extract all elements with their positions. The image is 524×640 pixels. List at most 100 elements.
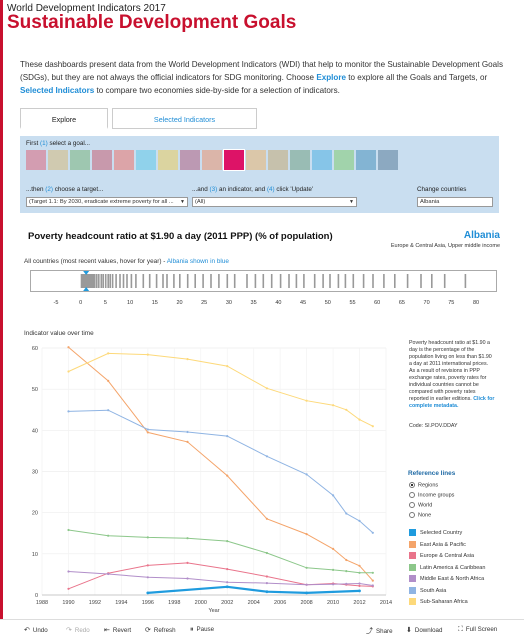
legend-item[interactable]: Selected Country xyxy=(409,529,462,536)
strip-country-mark[interactable] xyxy=(155,274,158,288)
goal-icon-6[interactable] xyxy=(136,150,156,170)
strip-country-mark[interactable] xyxy=(119,274,121,288)
download-button[interactable]: ⬇ Download xyxy=(406,627,443,634)
tab-selected-indicators[interactable]: Selected Indicators xyxy=(112,108,257,129)
country-dropdown[interactable]: Albania xyxy=(417,197,493,207)
strip-country-mark[interactable] xyxy=(162,274,164,288)
series-point[interactable] xyxy=(371,531,374,534)
series-point[interactable] xyxy=(305,533,308,536)
series-point[interactable] xyxy=(265,517,268,520)
series-point[interactable] xyxy=(358,418,361,421)
series-line[interactable] xyxy=(68,529,373,574)
strip-country-mark[interactable] xyxy=(329,274,331,288)
goal-icon-3[interactable] xyxy=(70,150,90,170)
country-distribution-strip[interactable] xyxy=(30,270,497,292)
strip-country-mark[interactable] xyxy=(431,274,433,288)
undo-button[interactable]: ↶ Undo xyxy=(24,627,48,634)
strip-country-mark[interactable] xyxy=(126,274,128,288)
legend-item[interactable]: Sub-Saharan Africa xyxy=(409,598,468,605)
series-point[interactable] xyxy=(186,537,189,540)
strip-country-mark[interactable] xyxy=(246,274,248,288)
goal-icon-11[interactable] xyxy=(246,150,266,170)
series-point[interactable] xyxy=(305,566,308,569)
strip-country-mark[interactable] xyxy=(337,274,340,288)
strip-country-mark[interactable] xyxy=(173,274,175,288)
strip-country-mark[interactable] xyxy=(394,274,396,288)
series-point[interactable] xyxy=(146,431,149,434)
series-point[interactable] xyxy=(265,551,268,555)
strip-country-mark[interactable] xyxy=(322,274,324,288)
strip-country-mark[interactable] xyxy=(111,274,114,288)
series-point[interactable] xyxy=(107,352,110,355)
series-point[interactable] xyxy=(358,564,361,567)
series-point[interactable] xyxy=(146,536,149,539)
series-point[interactable] xyxy=(371,584,374,587)
series-point[interactable] xyxy=(226,581,229,584)
goal-icon-5[interactable] xyxy=(114,150,134,170)
goal-icon-12[interactable] xyxy=(268,150,288,170)
series-point[interactable] xyxy=(345,408,348,411)
series-point[interactable] xyxy=(146,353,149,356)
series-point[interactable] xyxy=(371,579,374,582)
strip-country-mark[interactable] xyxy=(262,274,265,288)
fullscreen-button[interactable]: ⛶ Full Screen xyxy=(458,626,498,633)
strip-country-mark[interactable] xyxy=(254,274,257,288)
goal-icon-2[interactable] xyxy=(48,150,68,170)
goal-icon-9[interactable] xyxy=(202,150,222,170)
goal-icon-13[interactable] xyxy=(290,150,310,170)
legend-item[interactable]: East Asia & Pacific xyxy=(409,540,466,548)
strip-country-mark[interactable] xyxy=(166,274,168,288)
strip-country-mark[interactable] xyxy=(194,274,196,288)
series-point[interactable] xyxy=(146,591,150,595)
strip-country-mark[interactable] xyxy=(179,274,181,288)
legend-item[interactable]: Latin America & Caribbean xyxy=(409,563,485,571)
series-point[interactable] xyxy=(107,379,110,382)
strip-country-mark[interactable] xyxy=(186,274,189,288)
strip-country-mark[interactable] xyxy=(202,274,204,288)
legend-item[interactable]: Europe & Central Asia xyxy=(409,552,474,559)
series-point[interactable] xyxy=(345,558,348,562)
series-point[interactable] xyxy=(358,584,361,587)
series-point[interactable] xyxy=(67,570,70,573)
goal-icon-14[interactable] xyxy=(312,150,332,170)
series-point[interactable] xyxy=(332,568,335,571)
series-point[interactable] xyxy=(186,577,189,580)
goal-icon-7[interactable] xyxy=(158,150,178,170)
series-point[interactable] xyxy=(332,494,335,497)
strip-country-mark[interactable] xyxy=(102,274,104,288)
series-point[interactable] xyxy=(67,528,70,532)
series-point[interactable] xyxy=(371,571,374,574)
series-point[interactable] xyxy=(146,576,149,579)
strip-country-mark[interactable] xyxy=(420,274,422,288)
series-point[interactable] xyxy=(107,534,110,537)
strip-country-mark[interactable] xyxy=(107,274,109,288)
series-point[interactable] xyxy=(265,387,268,390)
series-line[interactable] xyxy=(68,346,374,581)
strip-country-mark[interactable] xyxy=(142,274,145,288)
reference-option-income-groups[interactable]: Income groups xyxy=(409,492,454,498)
series-point[interactable] xyxy=(226,365,229,368)
strip-country-mark[interactable] xyxy=(226,274,229,288)
series-point[interactable] xyxy=(345,582,348,585)
strip-country-mark[interactable] xyxy=(135,274,137,288)
strip-country-mark[interactable] xyxy=(115,274,117,288)
series-point[interactable] xyxy=(107,409,110,412)
series-point[interactable] xyxy=(358,589,361,593)
series-point[interactable] xyxy=(345,570,348,573)
series-line[interactable] xyxy=(68,562,373,590)
series-point[interactable] xyxy=(305,473,308,476)
tab-explore[interactable]: Explore xyxy=(20,108,108,129)
series-point[interactable] xyxy=(67,587,70,590)
strip-country-mark[interactable] xyxy=(383,274,385,288)
legend-item[interactable]: Middle East & North Africa xyxy=(409,575,484,582)
goal-icon-10[interactable] xyxy=(223,149,245,171)
strip-country-mark[interactable] xyxy=(270,274,273,288)
strip-country-mark[interactable] xyxy=(210,274,212,288)
series-point[interactable] xyxy=(186,561,189,564)
goal-icon-15[interactable] xyxy=(334,150,354,170)
series-point[interactable] xyxy=(226,474,229,477)
revert-button[interactable]: ⇤ Revert xyxy=(104,627,132,634)
pause-button[interactable]: ⏸ Pause xyxy=(190,626,215,633)
strip-country-mark[interactable] xyxy=(218,274,220,288)
series-point[interactable] xyxy=(332,404,335,407)
